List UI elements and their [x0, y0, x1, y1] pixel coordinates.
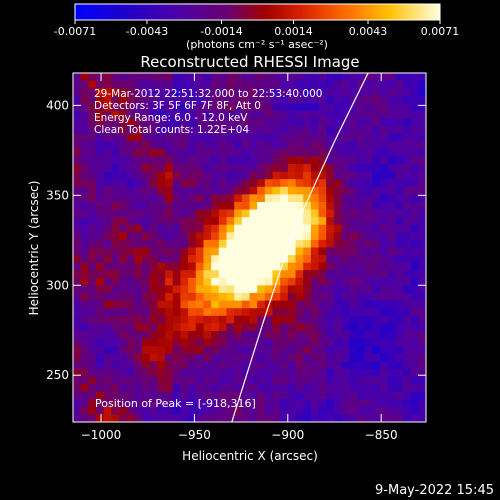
x-axis-label: Heliocentric X (arcsec)	[182, 449, 318, 463]
colorbar-unit-label: (photons cm⁻² s⁻¹ asec⁻²)	[186, 38, 328, 51]
y-axis: 250 300 350 400	[46, 98, 426, 382]
annotation-line: 29-Mar-2012 22:51:32.000 to 22:53:40.000	[94, 88, 322, 100]
colorbar-tick-label: 0.0014	[274, 25, 313, 38]
colorbar-tick-label: -0.0043	[126, 25, 168, 38]
annotation-block: 29-Mar-2012 22:51:32.000 to 22:53:40.000…	[94, 88, 322, 136]
colorbar-tick-label: 0.0043	[349, 25, 388, 38]
x-tick-label: −1000	[81, 428, 122, 442]
x-tick-label: −950	[178, 428, 211, 442]
x-tick-label: −850	[365, 428, 398, 442]
y-tick-label: 400	[46, 98, 69, 112]
annotation-line: Clean Total counts: 1.22E+04	[94, 124, 249, 136]
plot-frame	[72, 72, 427, 423]
annotation-line: Energy Range: 6.0 - 12.0 keV	[94, 112, 248, 124]
annotation-line: Detectors: 3F 5F 6F 7F 8F, Att 0	[94, 100, 261, 112]
colorbar-tick-label: -0.0071	[54, 25, 96, 38]
x-axis: −1000 −950 −900 −850	[81, 73, 398, 442]
footer-timestamp: 9-May-2022 15:45	[375, 483, 494, 498]
colorbar-ticks: -0.0071 -0.0043 -0.0014 0.0014 0.0043 0.0071	[54, 20, 459, 38]
colorbar-tick-label: -0.0014	[200, 25, 242, 38]
y-tick-label: 300	[46, 278, 69, 292]
chart-title: Reconstructed RHESSI Image	[140, 53, 359, 71]
y-axis-label: Heliocentric Y (arcsec)	[27, 181, 41, 316]
colorbar-tick-label: 0.0071	[421, 25, 460, 38]
y-tick-label: 250	[46, 368, 69, 382]
x-tick-label: −900	[271, 428, 304, 442]
heatmap-image	[73, 73, 426, 422]
y-tick-label: 350	[46, 188, 69, 202]
peak-position-label: Position of Peak = [-918,316]	[95, 397, 256, 410]
colorbar	[74, 3, 441, 21]
solar-limb-line	[231, 73, 369, 422]
